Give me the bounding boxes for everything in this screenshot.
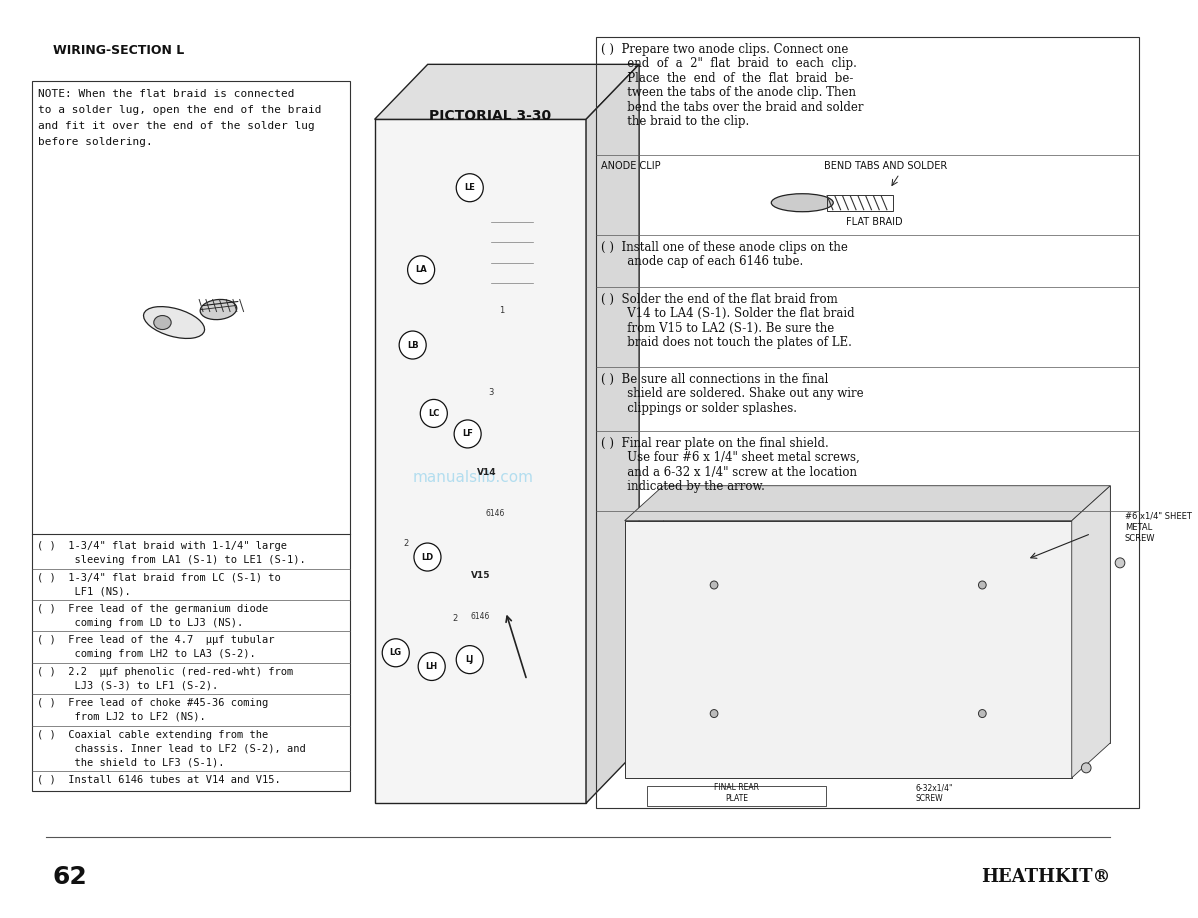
Text: from V15 to LA2 (S-1). Be sure the: from V15 to LA2 (S-1). Be sure the [601,321,835,335]
Ellipse shape [772,194,834,212]
Text: 2: 2 [404,539,409,548]
Circle shape [1115,558,1125,568]
Ellipse shape [200,299,237,319]
Text: V14 to LA4 (S-1). Solder the flat braid: V14 to LA4 (S-1). Solder the flat braid [601,308,855,320]
Ellipse shape [144,307,205,339]
Text: tween the tabs of the anode clip. Then: tween the tabs of the anode clip. Then [601,86,857,99]
Circle shape [415,543,441,571]
Text: 6-32x1/4"
SCREW: 6-32x1/4" SCREW [915,783,952,802]
Text: sleeving from LA1 (S-1) to LE1 (S-1).: sleeving from LA1 (S-1) to LE1 (S-1). [37,555,305,565]
Text: from LJ2 to LF2 (NS).: from LJ2 to LF2 (NS). [37,712,206,722]
Text: coming from LH2 to LA3 (S-2).: coming from LH2 to LA3 (S-2). [37,649,256,659]
Text: ( )  Free lead of choke #45-36 coming: ( ) Free lead of choke #45-36 coming [37,699,268,708]
Text: V14: V14 [477,468,496,477]
Polygon shape [1072,486,1111,778]
Text: FINAL REAR
PLATE: FINAL REAR PLATE [714,783,758,802]
Text: ( )  Be sure all connections in the final: ( ) Be sure all connections in the final [601,373,829,386]
Circle shape [407,256,435,284]
Polygon shape [375,119,586,803]
Text: HEATHKIT®: HEATHKIT® [981,868,1111,886]
Circle shape [979,581,986,589]
Text: ( )  2.2  μμf phenolic (red-red-wht) from: ( ) 2.2 μμf phenolic (red-red-wht) from [37,666,294,677]
Text: shield are soldered. Shake out any wire: shield are soldered. Shake out any wire [601,387,864,400]
Text: 6146: 6146 [485,509,504,518]
Text: LA: LA [416,265,426,274]
Polygon shape [586,64,640,803]
Text: LD: LD [422,553,434,562]
Circle shape [420,399,447,428]
Text: 2: 2 [453,614,458,623]
Text: and fit it over the end of the solder lug: and fit it over the end of the solder lu… [38,121,315,130]
Text: FLAT BRAID: FLAT BRAID [846,217,903,227]
Circle shape [456,645,483,674]
Text: the braid to the clip.: the braid to the clip. [601,116,750,129]
Text: bend the tabs over the braid and solder: bend the tabs over the braid and solder [601,101,864,114]
Text: LC: LC [428,409,440,418]
Circle shape [454,420,482,448]
Text: the shield to LF3 (S-1).: the shield to LF3 (S-1). [37,757,225,767]
Text: coming from LD to LJ3 (NS).: coming from LD to LJ3 (NS). [37,618,243,628]
Text: to a solder lug, open the end of the braid: to a solder lug, open the end of the bra… [38,105,322,115]
Polygon shape [375,64,640,119]
Text: LJ: LJ [466,655,474,664]
Text: ( )  Prepare two anode clips. Connect one: ( ) Prepare two anode clips. Connect one [601,43,849,56]
Text: 1: 1 [498,307,504,316]
Circle shape [710,581,718,589]
Text: LF: LF [462,430,473,439]
Text: LG: LG [389,648,401,657]
Text: before soldering.: before soldering. [38,137,153,147]
Ellipse shape [153,316,171,330]
Polygon shape [664,486,1111,743]
Text: LH: LH [425,662,437,671]
Text: ( )  Install 6146 tubes at V14 and V15.: ( ) Install 6146 tubes at V14 and V15. [37,775,282,785]
Text: 3: 3 [489,388,494,397]
Text: ( )  1-3/4" flat braid with 1-1/4" large: ( ) 1-3/4" flat braid with 1-1/4" large [37,542,288,552]
Circle shape [418,653,446,680]
Circle shape [456,174,483,202]
Text: ( )  Final rear plate on the final shield.: ( ) Final rear plate on the final shield… [601,437,829,450]
Text: 6146: 6146 [471,611,490,621]
Text: ( )  Install one of these anode clips on the: ( ) Install one of these anode clips on … [601,241,848,253]
Circle shape [979,710,986,718]
Circle shape [382,639,410,666]
Text: chassis. Inner lead to LF2 (S-2), and: chassis. Inner lead to LF2 (S-2), and [37,744,305,754]
Circle shape [399,331,426,359]
Text: and a 6-32 x 1/4" screw at the location: and a 6-32 x 1/4" screw at the location [601,465,858,478]
Text: Use four #6 x 1/4" sheet metal screws,: Use four #6 x 1/4" sheet metal screws, [601,452,860,465]
Text: braid does not touch the plates of LE.: braid does not touch the plates of LE. [601,336,852,349]
Text: ANODE CLIP: ANODE CLIP [601,161,661,171]
Text: ( )  Free lead of the germanium diode: ( ) Free lead of the germanium diode [37,604,268,614]
Text: ( )  1-3/4" flat braid from LC (S-1) to: ( ) 1-3/4" flat braid from LC (S-1) to [37,573,282,583]
Text: anode cap of each 6146 tube.: anode cap of each 6146 tube. [601,255,804,268]
Text: WIRING-SECTION L: WIRING-SECTION L [53,44,184,57]
Text: ( )  Coaxial cable extending from the: ( ) Coaxial cable extending from the [37,730,268,740]
Polygon shape [624,521,1072,778]
Text: PICTORIAL 3-30: PICTORIAL 3-30 [429,108,551,123]
Text: end  of  a  2"  flat  braid  to  each  clip.: end of a 2" flat braid to each clip. [601,57,858,70]
Text: Place  the  end  of  the  flat  braid  be-: Place the end of the flat braid be- [601,72,854,84]
Text: LB: LB [407,341,418,350]
Text: NOTE: When the flat braid is connected: NOTE: When the flat braid is connected [38,89,295,99]
Text: ( )  Free lead of the 4.7  μμf tubular: ( ) Free lead of the 4.7 μμf tubular [37,635,274,645]
Text: LE: LE [465,184,476,192]
Text: indicated by the arrow.: indicated by the arrow. [601,480,766,493]
Text: clippings or solder splashes.: clippings or solder splashes. [601,402,798,415]
Text: LF1 (NS).: LF1 (NS). [37,587,131,597]
Text: #6 x1/4" SHEET
METAL
SCREW: #6 x1/4" SHEET METAL SCREW [1125,511,1192,543]
Circle shape [1082,763,1091,773]
Text: LJ3 (S-3) to LF1 (S-2).: LJ3 (S-3) to LF1 (S-2). [37,680,218,690]
Text: BEND TABS AND SOLDER: BEND TABS AND SOLDER [824,161,948,171]
Text: manualslib.com: manualslib.com [412,470,533,485]
Text: V15: V15 [471,571,490,579]
Text: 62: 62 [52,865,86,889]
Polygon shape [624,486,1111,521]
Circle shape [710,710,718,718]
Text: ( )  Solder the end of the flat braid from: ( ) Solder the end of the flat braid fro… [601,293,839,306]
